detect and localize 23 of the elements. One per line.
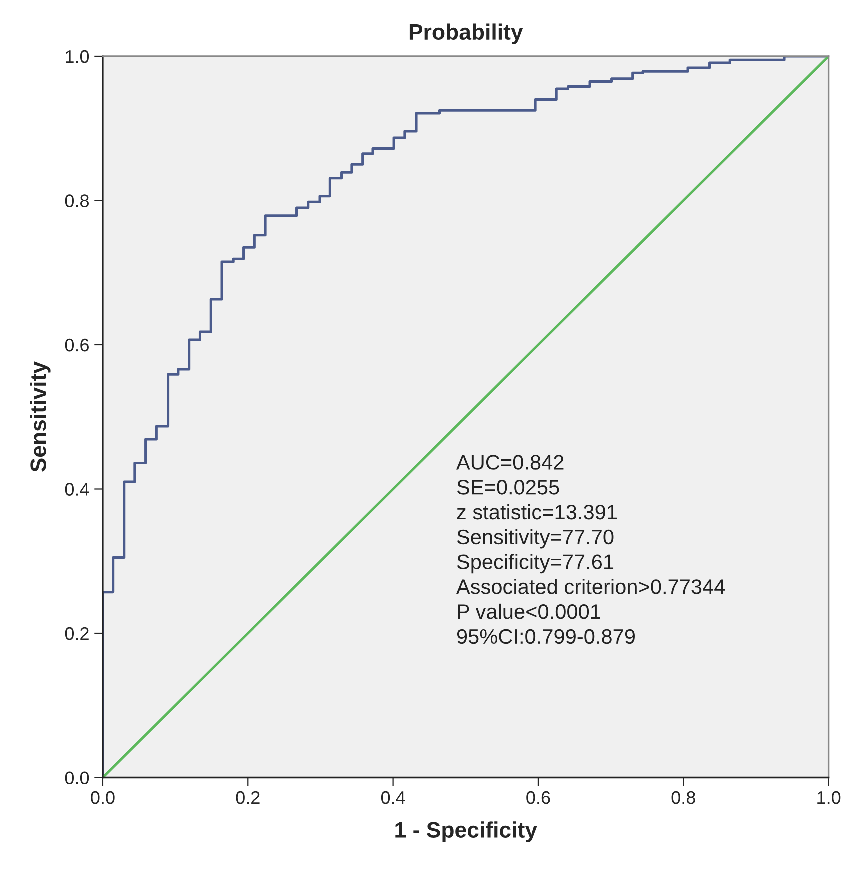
y-tick-label: 1.0 [66,50,90,64]
y-tick-label: 0.0 [65,772,90,784]
annotation: P value<0.0001 [458,604,600,620]
annotation: 95%CI:0.799-0.879 [457,629,635,644]
annotation: Sensitivity=77.70 [457,529,614,549]
x-tick-label: 0.8 [672,791,696,804]
annotation: Associated criterion>0.77344 [456,579,726,594]
x-axis-title: 1 - Specificity [396,822,538,842]
annotation: Specificity=77.61 [457,554,614,574]
x-tick-label: 0.0 [91,791,115,804]
y-tick-label: 0.2 [65,627,89,640]
x-tick-label: 1.0 [818,791,841,804]
annotation: SE=0.0255 [457,480,560,495]
y-tick-label: 0.8 [65,194,89,208]
y-tick-label: 0.6 [65,338,89,352]
chart-title: Probability [410,24,524,44]
y-axis-title: Sensitivity [30,362,51,472]
x-tick-label: 0.6 [526,791,550,804]
x-tick-label: 0.2 [236,791,260,804]
annotation: z statistic=13.391 [457,504,617,520]
y-tick-label: 0.4 [65,483,90,496]
annotation: AUC=0.842 [456,455,564,470]
x-tick-label: 0.4 [381,791,406,804]
